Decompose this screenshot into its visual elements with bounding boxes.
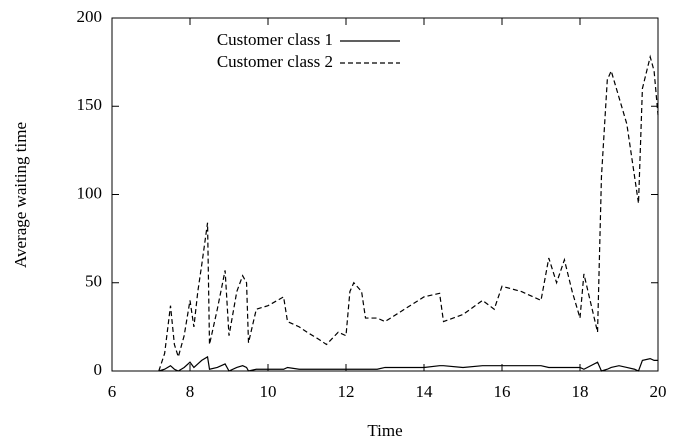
y-tick-label: 150 — [77, 95, 103, 114]
series-line — [158, 355, 658, 372]
x-tick-label: 14 — [416, 382, 434, 401]
x-tick-label: 18 — [572, 382, 589, 401]
y-axis-label: Average waiting time — [11, 122, 30, 268]
series-line — [158, 54, 659, 372]
y-tick-label: 0 — [94, 360, 103, 379]
x-axis-label: Time — [367, 421, 402, 440]
legend-label: Customer class 2 — [217, 52, 333, 71]
y-tick-label: 200 — [77, 7, 103, 26]
x-tick-label: 16 — [494, 382, 511, 401]
x-tick-label: 10 — [260, 382, 277, 401]
x-tick-label: 8 — [186, 382, 195, 401]
y-tick-label: 100 — [77, 183, 103, 202]
x-tick-label: 20 — [650, 382, 667, 401]
legend-label: Customer class 1 — [217, 30, 333, 49]
x-tick-label: 12 — [338, 382, 355, 401]
y-tick-label: 50 — [85, 272, 102, 291]
x-tick-label: 6 — [108, 382, 117, 401]
plot-frame — [111, 17, 659, 372]
